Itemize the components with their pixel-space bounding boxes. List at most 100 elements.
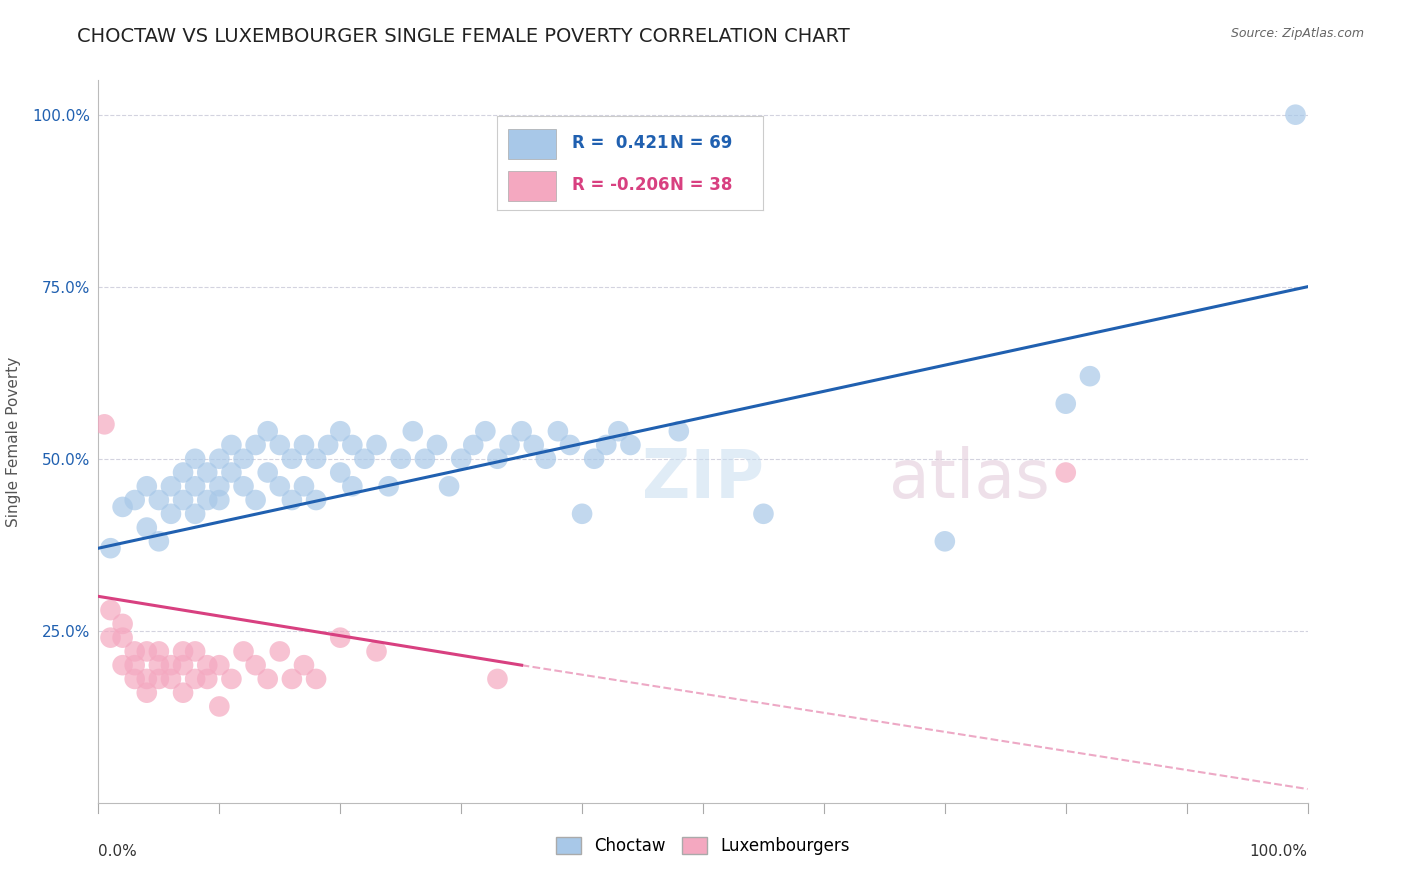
Point [366,438,388,452]
Point [221,438,243,452]
Point [160,479,183,493]
Point [474,424,496,438]
Point [111,500,134,514]
Point [269,438,291,452]
Point [498,438,520,452]
Point [583,451,606,466]
Point [450,451,472,466]
Point [172,686,194,700]
Point [208,658,231,673]
Point [184,644,207,658]
Text: Source: ZipAtlas.com: Source: ZipAtlas.com [1230,27,1364,40]
Point [245,493,267,508]
Point [463,438,485,452]
Text: 100.0%: 100.0% [1250,844,1308,859]
Point [256,424,278,438]
Point [305,451,328,466]
Point [208,493,231,508]
Point [135,672,157,686]
Point [534,451,557,466]
Point [607,424,630,438]
Point [426,438,449,452]
Point [172,466,194,480]
Point [281,493,304,508]
Point [221,466,243,480]
Point [135,479,157,493]
Point [619,438,641,452]
Point [329,424,352,438]
Point [389,451,412,466]
Point [160,672,183,686]
Legend: Choctaw, Luxembourgers: Choctaw, Luxembourgers [547,829,859,863]
Point [269,644,291,658]
Point [93,417,115,432]
Point [342,438,364,452]
Point [486,672,509,686]
Point [135,686,157,700]
Point [124,493,146,508]
Point [571,507,593,521]
Point [160,658,183,673]
Point [172,644,194,658]
Point [292,438,315,452]
Point [184,451,207,466]
Point [148,644,170,658]
Point [281,672,304,686]
Point [1078,369,1101,384]
Point [305,493,328,508]
Point [1054,466,1077,480]
Point [305,672,328,686]
Point [281,451,304,466]
Point [195,466,218,480]
Point [256,466,278,480]
Point [523,438,546,452]
Point [934,534,956,549]
Text: 0.0%: 0.0% [98,844,138,859]
Point [1054,397,1077,411]
Point [486,451,509,466]
Point [124,644,146,658]
Point [402,424,425,438]
Point [377,479,399,493]
Point [195,672,218,686]
Point [547,424,569,438]
Point [148,534,170,549]
Point [245,438,267,452]
Point [595,438,617,452]
Point [413,451,436,466]
Point [353,451,375,466]
Point [184,507,207,521]
Point [135,644,157,658]
Point [184,479,207,493]
Point [111,658,134,673]
Point [232,644,254,658]
Point [437,479,460,493]
Point [316,438,339,452]
Point [208,699,231,714]
Y-axis label: Single Female Poverty: Single Female Poverty [6,357,21,526]
Point [100,631,122,645]
Point [148,493,170,508]
Point [148,658,170,673]
Text: ZIP: ZIP [643,446,763,512]
Point [208,479,231,493]
Point [232,451,254,466]
Point [221,672,243,686]
Point [269,479,291,493]
Point [292,658,315,673]
Point [100,603,122,617]
Point [256,672,278,686]
Point [111,616,134,631]
Point [208,451,231,466]
Point [329,631,352,645]
Point [100,541,122,556]
Point [232,479,254,493]
Point [195,493,218,508]
Text: CHOCTAW VS LUXEMBOURGER SINGLE FEMALE POVERTY CORRELATION CHART: CHOCTAW VS LUXEMBOURGER SINGLE FEMALE PO… [77,27,851,45]
Point [184,672,207,686]
Point [558,438,581,452]
Point [195,658,218,673]
Point [148,672,170,686]
Point [366,644,388,658]
Point [160,507,183,521]
